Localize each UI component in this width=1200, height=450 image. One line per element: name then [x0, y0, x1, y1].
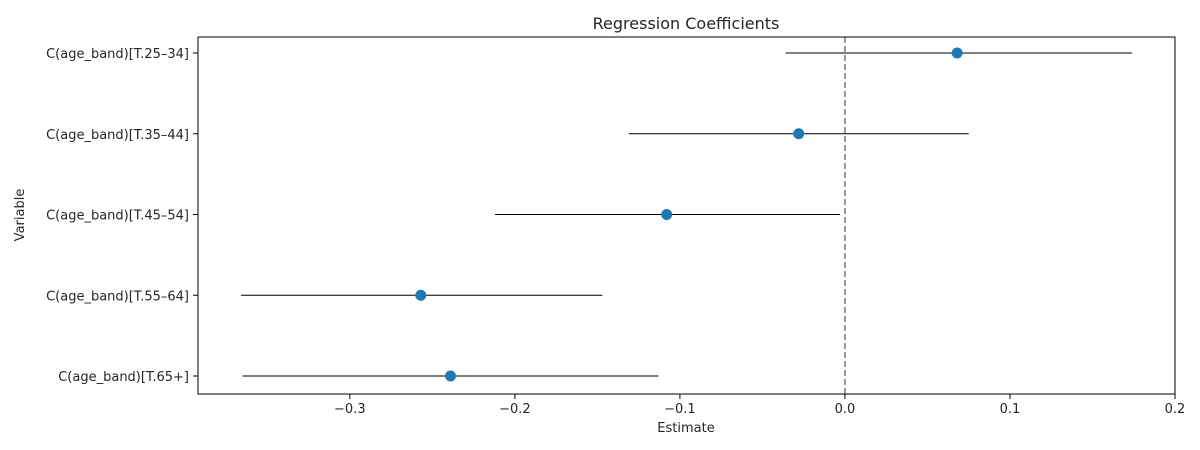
y-tick-label: C(age_band)[T.25–34]	[46, 47, 189, 62]
estimate-point	[661, 209, 673, 220]
x-axis: −0.3 −0.2 −0.1 0.0 0.1 0.2	[334, 394, 1185, 417]
x-tick-label: 0.1	[1000, 402, 1021, 417]
estimate-point	[951, 47, 963, 59]
plot-frame	[197, 36, 1176, 395]
y-axis: C(age_band)[T.25–34] C(age_band)[T.35–44]…	[46, 47, 198, 385]
estimate-point	[793, 128, 805, 140]
y-tick-label: C(age_band)[T.55–64]	[46, 289, 189, 304]
y-tick-label: C(age_band)[T.35–44]	[46, 128, 189, 143]
estimate-point	[445, 370, 457, 382]
x-tick-label: −0.2	[499, 402, 531, 417]
x-tick-label: 0.0	[835, 402, 856, 417]
x-tick-label: −0.1	[664, 402, 696, 417]
x-tick-label: 0.2	[1165, 402, 1186, 417]
estimate-point	[415, 289, 427, 301]
y-tick-label: C(age_band)[T.65+]	[58, 370, 189, 385]
x-tick-label: −0.3	[334, 402, 366, 417]
y-tick-label: C(age_band)[T.45–54]	[46, 209, 189, 224]
plot-area	[240, 37, 1133, 394]
y-axis-title: Variable	[13, 189, 28, 242]
x-axis-title: Estimate	[657, 421, 714, 436]
chart-title: Regression Coefficients	[593, 14, 780, 33]
